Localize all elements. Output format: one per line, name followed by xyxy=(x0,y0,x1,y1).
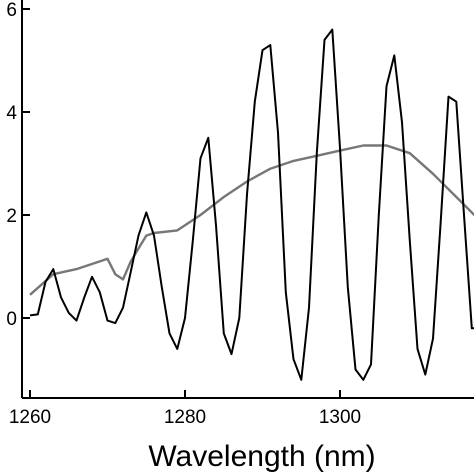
y-tick-label: 2 xyxy=(6,206,17,227)
y-tick-label: 0 xyxy=(6,309,17,330)
x-tick-label: 1280 xyxy=(164,407,206,428)
y-tick-label: 4 xyxy=(6,103,17,124)
plot-area xyxy=(29,28,474,381)
x-tick-label: 1260 xyxy=(9,407,51,428)
x-axis-ticks: 1260128013001320 xyxy=(9,390,474,428)
series-line-1 xyxy=(29,144,474,296)
x-tick-label: 1300 xyxy=(319,407,361,428)
x-axis-title: Wavelength (nm) xyxy=(148,440,375,473)
y-tick-label: 6 xyxy=(6,0,17,21)
y-axis-ticks: 0 2 4 6 xyxy=(6,0,30,330)
series-line-0 xyxy=(29,28,474,381)
